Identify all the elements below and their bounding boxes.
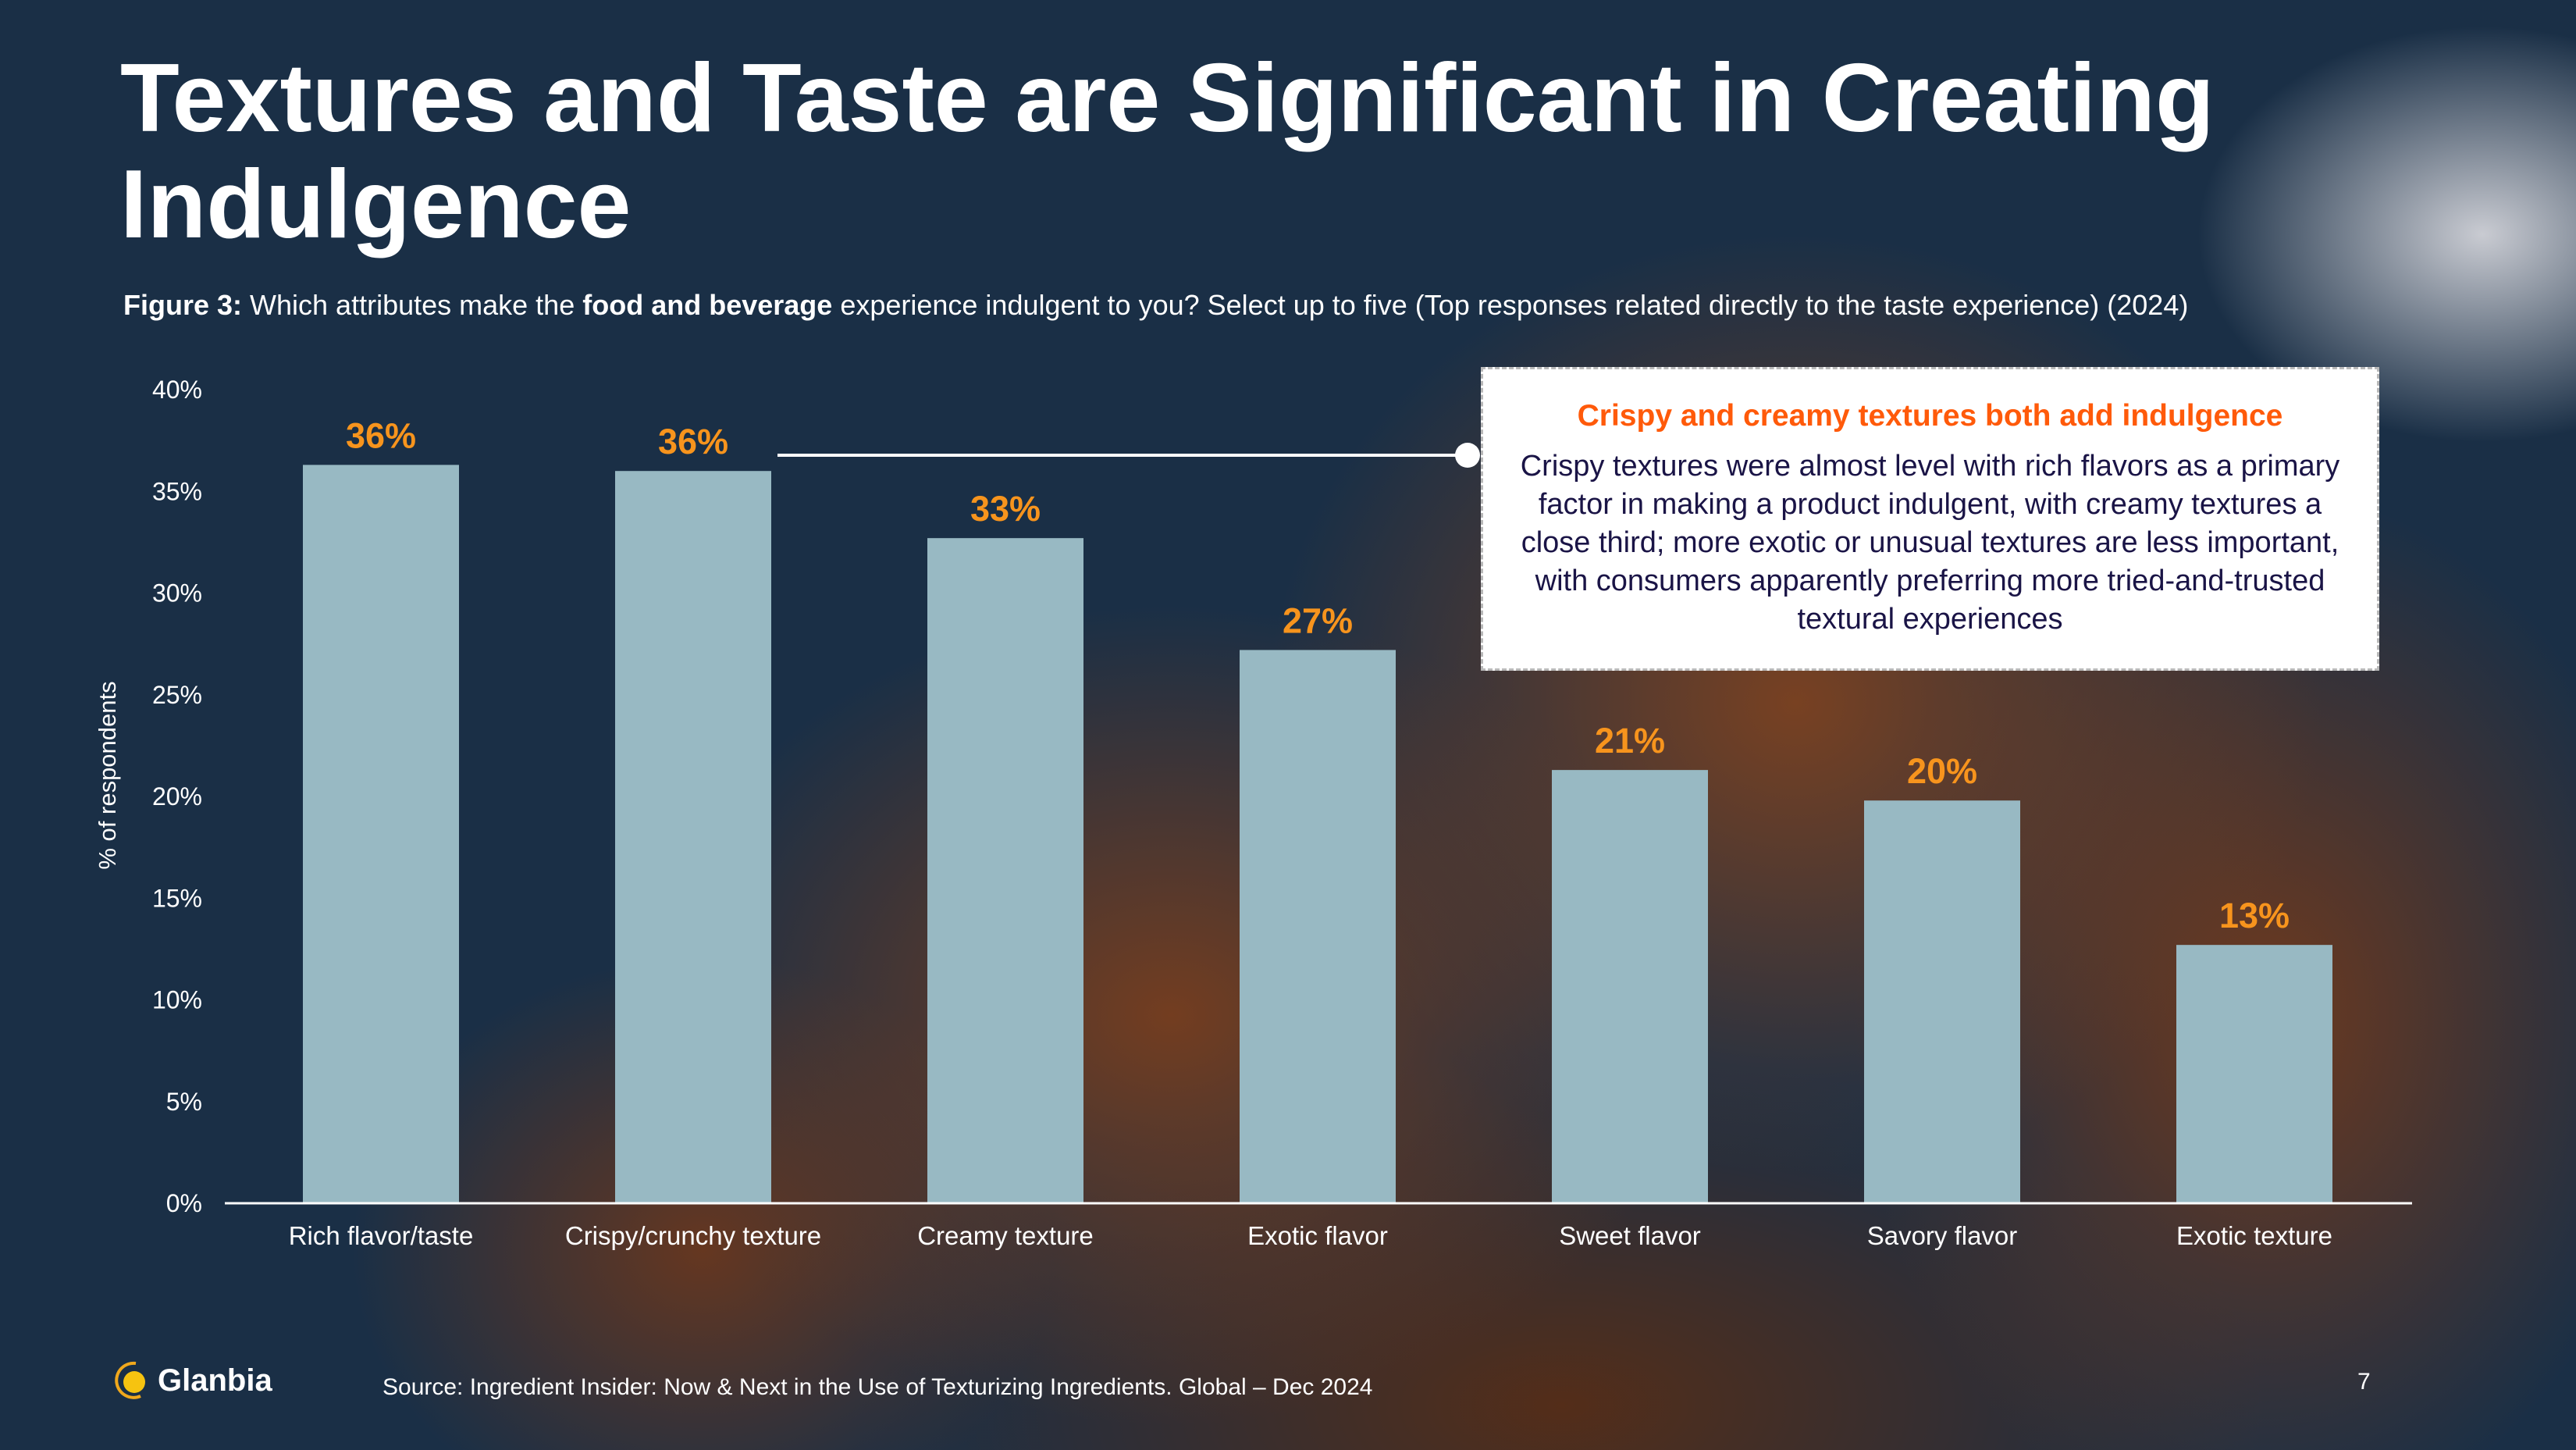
page-number: 7 bbox=[2357, 1369, 2371, 1395]
bar-1 bbox=[615, 471, 771, 1203]
x-tick-label: Exotic flavor bbox=[1247, 1221, 1388, 1250]
source-note: Source: Ingredient Insider: Now & Next i… bbox=[382, 1374, 1373, 1400]
data-label: 21% bbox=[1595, 721, 1665, 761]
y-tick-label: 20% bbox=[152, 782, 202, 811]
x-tick-label: Sweet flavor bbox=[1559, 1221, 1701, 1250]
callout-box: Crispy and creamy textures both add indu… bbox=[1481, 367, 2379, 671]
caption-text-before: Which attributes make the bbox=[250, 289, 575, 321]
caption-text-after: experience indulgent to you? Select up t… bbox=[840, 289, 2189, 321]
data-label: 33% bbox=[970, 489, 1041, 529]
bar-0 bbox=[303, 465, 459, 1203]
figure-caption: Figure 3: Which attributes make the food… bbox=[123, 289, 2188, 322]
y-tick-label: 40% bbox=[152, 376, 202, 404]
glanbia-logo: Glanbia bbox=[109, 1359, 272, 1402]
bar-3 bbox=[1240, 650, 1396, 1203]
caption-bold: food and beverage bbox=[582, 289, 833, 321]
page-title: Textures and Taste are Significant in Cr… bbox=[120, 45, 2215, 258]
logo-text: Glanbia bbox=[158, 1363, 272, 1398]
data-label: 13% bbox=[2219, 896, 2290, 935]
y-axis-label: % of respondents bbox=[94, 681, 121, 869]
callout-heading: Crispy and creamy textures both add indu… bbox=[1577, 399, 2283, 433]
y-tick-label: 25% bbox=[152, 681, 202, 709]
glanbia-logo-icon bbox=[115, 1361, 145, 1399]
x-tick-label: Exotic texture bbox=[2176, 1221, 2332, 1250]
figure-label: Figure 3: bbox=[123, 289, 243, 321]
callout-body: Crispy textures were almost level with r… bbox=[1520, 450, 2340, 636]
x-tick-label: Creamy texture bbox=[917, 1221, 1094, 1250]
bar-6 bbox=[2176, 945, 2332, 1203]
bar-5 bbox=[1864, 800, 2020, 1203]
y-tick-label: 15% bbox=[152, 884, 202, 912]
x-tick-label: Savory flavor bbox=[1867, 1221, 2018, 1250]
bar-4 bbox=[1552, 770, 1708, 1203]
data-label: 20% bbox=[1907, 751, 1977, 791]
x-tick-label: Rich flavor/taste bbox=[289, 1221, 474, 1250]
y-tick-label: 10% bbox=[152, 986, 202, 1014]
callout-connector-dot bbox=[1455, 443, 1480, 468]
data-label: 27% bbox=[1283, 600, 1353, 640]
data-label: 36% bbox=[346, 415, 416, 455]
y-tick-label: 0% bbox=[166, 1189, 202, 1217]
y-tick-label: 30% bbox=[152, 579, 202, 607]
data-label: 36% bbox=[658, 422, 728, 461]
bar-2 bbox=[927, 538, 1083, 1203]
x-tick-label: Crispy/crunchy texture bbox=[565, 1221, 821, 1250]
y-tick-label: 35% bbox=[152, 477, 202, 505]
y-tick-label: 5% bbox=[166, 1088, 202, 1116]
